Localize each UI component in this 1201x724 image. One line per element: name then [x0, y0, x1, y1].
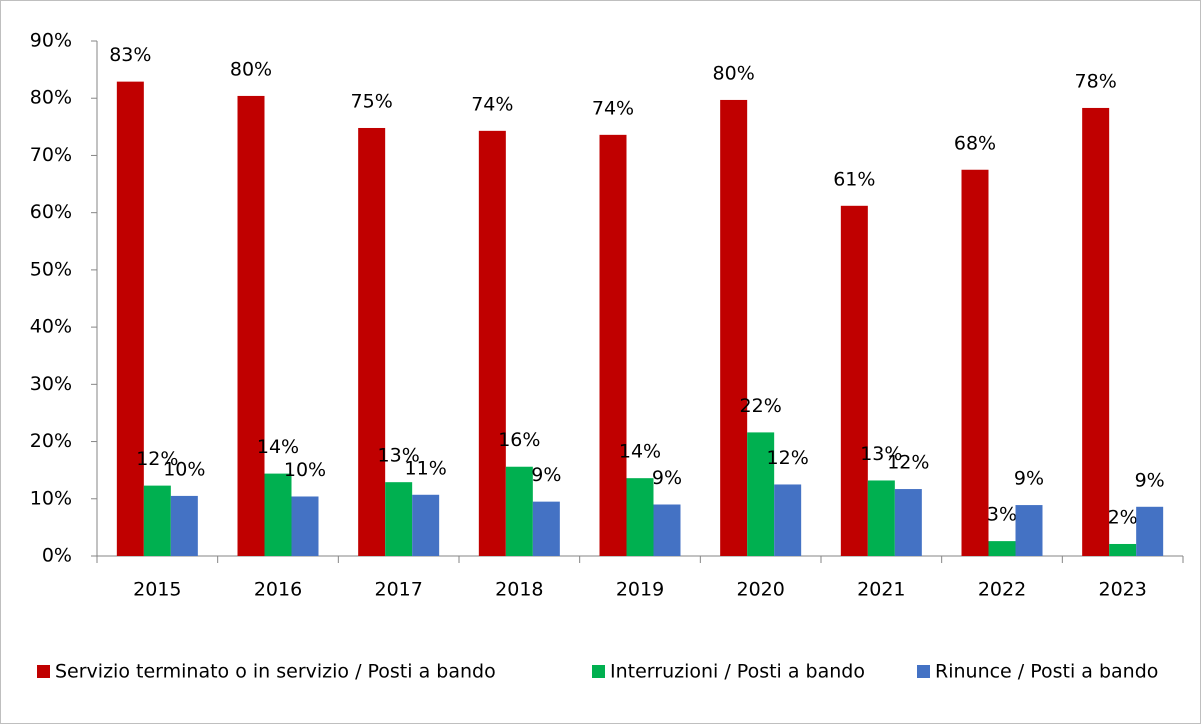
data-label: 83%: [109, 44, 151, 66]
bar: [867, 480, 895, 556]
data-label: 80%: [230, 58, 272, 80]
data-label: 78%: [1075, 70, 1117, 92]
x-tick-label: 2023: [1098, 579, 1146, 601]
data-label: 13%: [378, 445, 420, 467]
bar: [170, 495, 198, 556]
y-tick-label: 10%: [30, 487, 72, 509]
bar: [358, 127, 386, 556]
x-tick-label: 2017: [374, 579, 422, 601]
y-tick-label: 70%: [30, 144, 72, 166]
data-label: 68%: [954, 132, 996, 154]
x-tick-label: 2016: [254, 579, 302, 601]
legend-label: Interruzioni / Posti a bando: [610, 661, 865, 683]
bar: [1082, 107, 1110, 556]
data-label: 61%: [833, 168, 875, 190]
x-tick-label: 2018: [495, 579, 543, 601]
data-label: 22%: [740, 395, 782, 417]
bar: [840, 205, 868, 557]
x-tick-label: 2020: [736, 579, 784, 601]
bar: [291, 496, 319, 556]
bar: [116, 81, 144, 556]
y-tick-label: 30%: [30, 373, 72, 395]
bar: [774, 484, 802, 556]
bar: [653, 504, 681, 556]
bar: [894, 489, 922, 556]
data-label: 2%: [1108, 506, 1138, 528]
data-label: 12%: [136, 448, 178, 470]
bar: [143, 485, 171, 556]
data-label: 12%: [887, 452, 929, 474]
data-label: 74%: [592, 97, 634, 119]
data-label: 13%: [860, 443, 902, 465]
bar: [961, 169, 989, 556]
bar: [599, 134, 627, 556]
x-tick-label: 2019: [616, 579, 664, 601]
data-label: 9%: [531, 464, 561, 486]
data-label: 12%: [767, 447, 809, 469]
data-label: 10%: [163, 458, 205, 480]
data-label: 16%: [498, 429, 540, 451]
bar: [626, 478, 654, 556]
legend-swatch: [917, 665, 930, 678]
bar: [385, 482, 413, 556]
bar: [988, 541, 1016, 556]
bar: [1015, 505, 1043, 556]
legend-swatch: [592, 665, 605, 678]
legend-label: Servizio terminato o in servizio / Posti…: [55, 661, 496, 683]
bar: [532, 501, 560, 556]
data-label: 3%: [987, 504, 1017, 526]
bar: [412, 494, 440, 556]
data-label: 14%: [619, 441, 661, 463]
data-label: 75%: [351, 90, 393, 112]
bar: [264, 473, 292, 556]
y-tick-label: 20%: [30, 430, 72, 452]
data-label: 11%: [405, 457, 447, 479]
bar: [237, 95, 265, 556]
y-tick-label: 60%: [30, 201, 72, 223]
x-tick-label: 2022: [978, 579, 1026, 601]
bar: [1109, 543, 1137, 556]
x-tick-label: 2015: [133, 579, 181, 601]
data-label: 14%: [257, 436, 299, 458]
y-tick-label: 0%: [42, 545, 72, 567]
x-tick-label: 2021: [857, 579, 905, 601]
legend-label: Rinunce / Posti a bando: [935, 661, 1158, 683]
y-tick-label: 40%: [30, 316, 72, 338]
legend-swatch: [37, 665, 50, 678]
data-label: 80%: [713, 62, 755, 84]
bar: [478, 130, 506, 557]
data-label: 9%: [652, 467, 682, 489]
bar: [720, 99, 748, 556]
data-label: 9%: [1014, 468, 1044, 490]
y-tick-label: 80%: [30, 87, 72, 109]
y-tick-label: 50%: [30, 258, 72, 280]
data-label: 9%: [1135, 469, 1165, 491]
y-tick-label: 90%: [30, 30, 72, 52]
bar: [505, 466, 533, 556]
bar: [747, 432, 775, 556]
data-label: 74%: [471, 93, 513, 115]
data-label: 10%: [284, 459, 326, 481]
bar: [1136, 506, 1164, 556]
